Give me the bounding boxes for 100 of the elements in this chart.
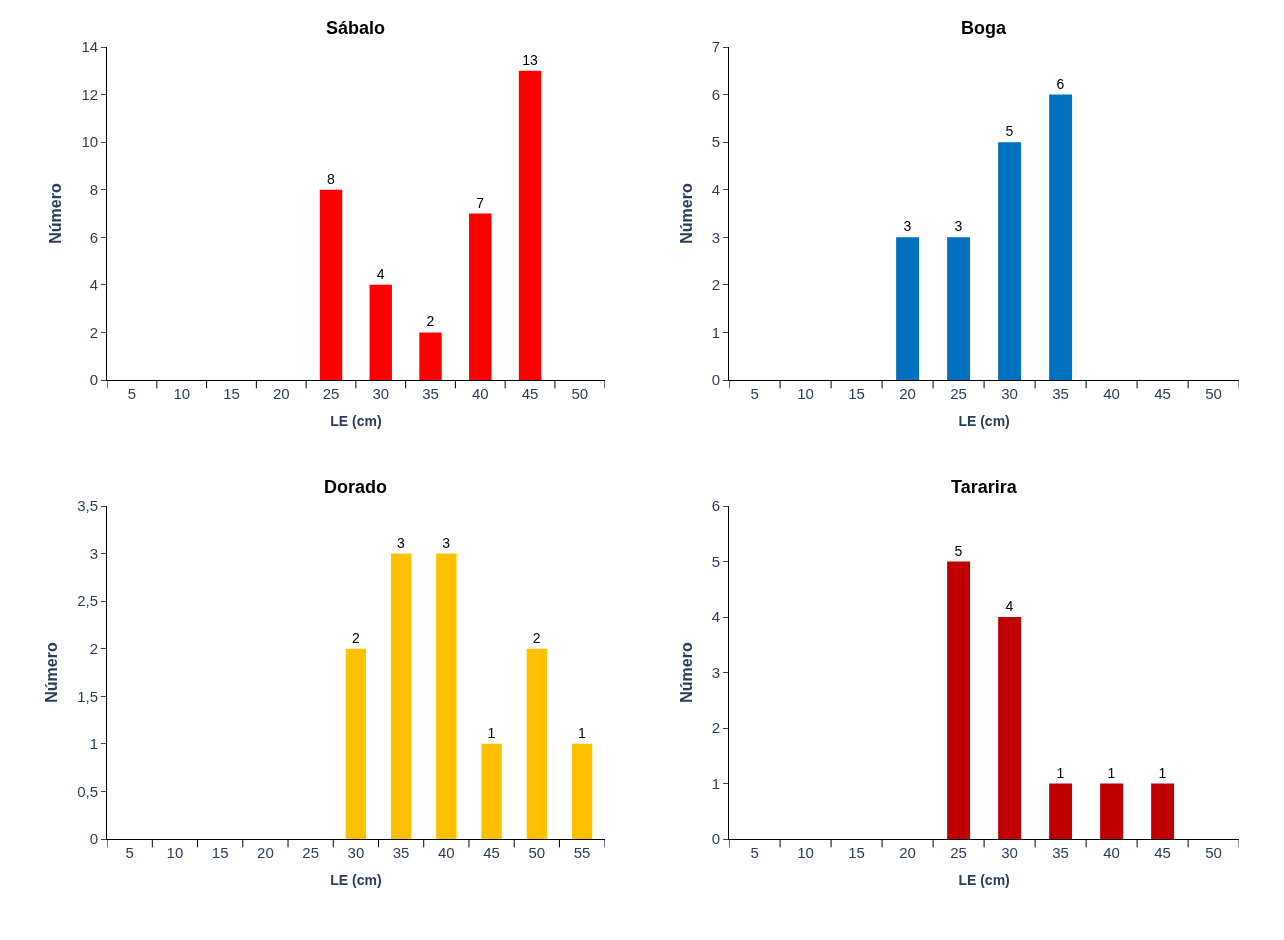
y-tick-label: 0: [711, 830, 721, 848]
x-axis-title: LE (cm): [330, 413, 382, 430]
y-tick-label: 2: [711, 719, 721, 737]
y-tick-label: 7: [711, 38, 721, 56]
y-tick-label: 6: [89, 228, 99, 246]
bar: [998, 142, 1022, 380]
chart-title: Tararira: [951, 477, 1018, 497]
data-label: 3: [442, 534, 451, 551]
bar: [518, 70, 542, 380]
x-tick-label: 25: [950, 844, 967, 861]
data-label: 7: [476, 194, 485, 211]
x-tick-label: 20: [899, 385, 916, 402]
x-tick-label: 20: [272, 385, 290, 402]
y-tick-label: 1: [711, 323, 721, 341]
x-tick-label: 40: [471, 385, 489, 402]
bar: [345, 648, 367, 839]
chart-title: Boga: [961, 18, 1007, 38]
x-tick-label: 25: [322, 385, 340, 402]
data-label: 13: [522, 51, 538, 68]
y-tick-label: 6: [711, 497, 721, 515]
x-tick-label: 45: [1154, 844, 1171, 861]
x-tick-label: 5: [750, 385, 759, 402]
x-tick-label: 30: [1001, 844, 1018, 861]
bar: [481, 743, 502, 839]
bar: [436, 553, 457, 839]
y-axis-title: Número: [677, 642, 695, 703]
data-label: 8: [327, 170, 335, 187]
x-tick-label: 15: [211, 844, 229, 861]
y-tick-label: 12: [81, 85, 99, 103]
y-tick-label: 5: [711, 133, 721, 151]
x-tick-label: 30: [1001, 385, 1018, 402]
x-tick-label: 30: [372, 385, 390, 402]
x-tick-label: 5: [127, 385, 137, 402]
x-tick-label: 50: [528, 844, 546, 861]
x-tick-label: 25: [950, 385, 967, 402]
y-tick-label: 0: [89, 371, 99, 389]
y-tick-label: 5: [711, 552, 721, 570]
y-tick-label: 1: [711, 774, 721, 792]
y-axis-title: Número: [47, 183, 65, 244]
x-tick-label: 50: [571, 385, 589, 402]
x-tick-label: 45: [1154, 385, 1171, 402]
x-tick-label: 25: [302, 844, 319, 861]
data-label: 1: [1056, 764, 1065, 781]
data-label: 3: [397, 534, 406, 551]
bar: [319, 189, 343, 380]
x-tick-label: 35: [422, 385, 439, 402]
y-tick-label: 3: [89, 544, 99, 562]
bar: [1151, 783, 1175, 839]
data-label: 2: [426, 313, 435, 330]
y-tick-label: 1,5: [77, 687, 99, 705]
chart-title: Sábalo: [326, 18, 386, 38]
x-tick-label: 30: [347, 844, 365, 861]
x-tick-label: 20: [899, 844, 916, 861]
y-tick-label: 2: [711, 276, 721, 294]
bar: [526, 648, 547, 839]
data-label: 6: [1056, 75, 1065, 92]
x-axis-title: LE (cm): [958, 413, 1010, 430]
y-tick-label: 4: [711, 608, 721, 626]
data-label: 1: [1158, 764, 1167, 781]
y-tick-label: 0,5: [77, 782, 99, 800]
chart-title: Dorado: [324, 477, 387, 497]
y-tick-label: 10: [81, 133, 99, 151]
x-tick-label: 50: [1205, 385, 1222, 402]
x-tick-label: 50: [1205, 844, 1222, 861]
data-label: 5: [954, 542, 963, 559]
y-tick-label: 6: [711, 85, 721, 103]
x-tick-label: 10: [166, 844, 184, 861]
y-axis-title: Número: [677, 183, 695, 244]
x-tick-label: 5: [750, 844, 759, 861]
data-label: 1: [578, 724, 587, 741]
data-label: 2: [351, 629, 360, 646]
y-tick-label: 3,5: [77, 497, 99, 515]
x-axis-title: LE (cm): [958, 872, 1010, 889]
y-tick-label: 4: [89, 276, 99, 294]
data-label: 4: [376, 265, 385, 282]
bar: [1100, 783, 1124, 839]
x-tick-label: 10: [797, 385, 814, 402]
x-tick-label: 10: [797, 844, 814, 861]
x-tick-label: 20: [257, 844, 274, 861]
bar: [390, 553, 412, 839]
data-label: 1: [487, 724, 496, 741]
bar: [1049, 783, 1073, 839]
bar: [469, 213, 492, 380]
x-tick-label: 35: [392, 844, 410, 861]
x-tick-label: 15: [223, 385, 240, 402]
y-tick-label: 3: [711, 663, 721, 681]
y-tick-label: 8: [89, 180, 99, 198]
y-tick-label: 14: [81, 38, 99, 56]
bar: [947, 561, 971, 839]
data-label: 3: [903, 218, 912, 235]
bar: [369, 284, 392, 380]
x-tick-label: 40: [1103, 385, 1120, 402]
y-tick-label: 0: [89, 830, 99, 848]
x-tick-label: 15: [848, 385, 865, 402]
bar: [1049, 94, 1073, 380]
x-axis-title: LE (cm): [330, 872, 382, 889]
data-label: 4: [1005, 598, 1014, 614]
bar: [419, 332, 442, 380]
x-tick-label: 55: [573, 844, 591, 861]
x-tick-label: 45: [521, 385, 539, 402]
